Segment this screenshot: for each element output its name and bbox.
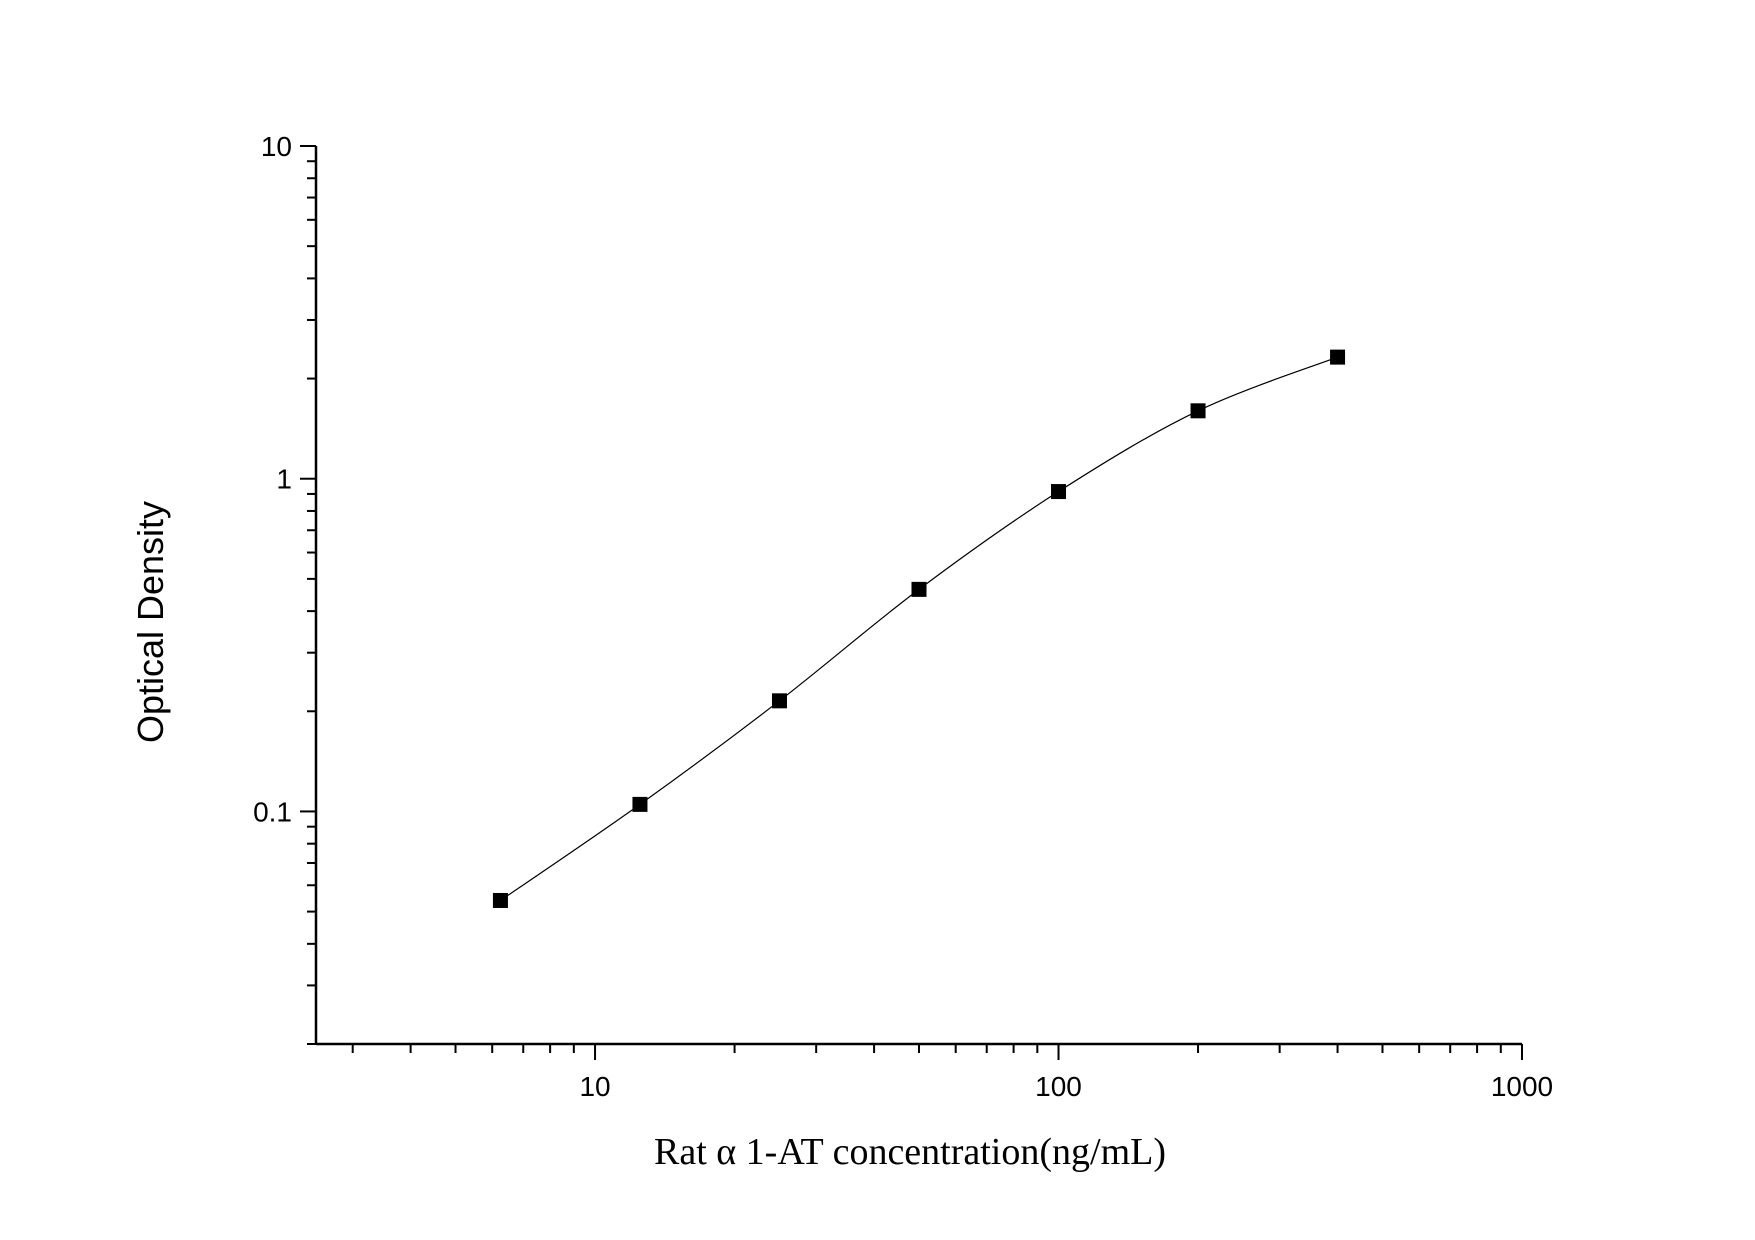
data-point bbox=[1051, 484, 1067, 500]
data-point bbox=[632, 796, 648, 812]
data-point bbox=[911, 581, 927, 597]
plot-area bbox=[492, 349, 1346, 908]
ticks bbox=[300, 145, 1523, 1060]
x-axis-label: Rat α 1-AT concentration(ng/mL) bbox=[654, 1131, 1166, 1173]
x-tick-label: 1000 bbox=[1491, 1071, 1553, 1102]
data-point bbox=[1330, 349, 1346, 365]
fit-curve bbox=[500, 356, 1338, 901]
tick-labels: 10 100 1000 0.1 1 10 bbox=[253, 131, 1553, 1102]
x-tick-label: 100 bbox=[1035, 1071, 1082, 1102]
y-axis-label: Optical Density bbox=[130, 501, 171, 743]
data-point bbox=[1190, 403, 1206, 419]
data-point bbox=[771, 693, 787, 709]
y-tick-label: 0.1 bbox=[253, 796, 292, 827]
x-tick-label: 10 bbox=[579, 1071, 610, 1102]
data-point bbox=[492, 892, 508, 908]
y-tick-label: 10 bbox=[261, 131, 292, 162]
y-tick-label: 1 bbox=[276, 464, 292, 495]
